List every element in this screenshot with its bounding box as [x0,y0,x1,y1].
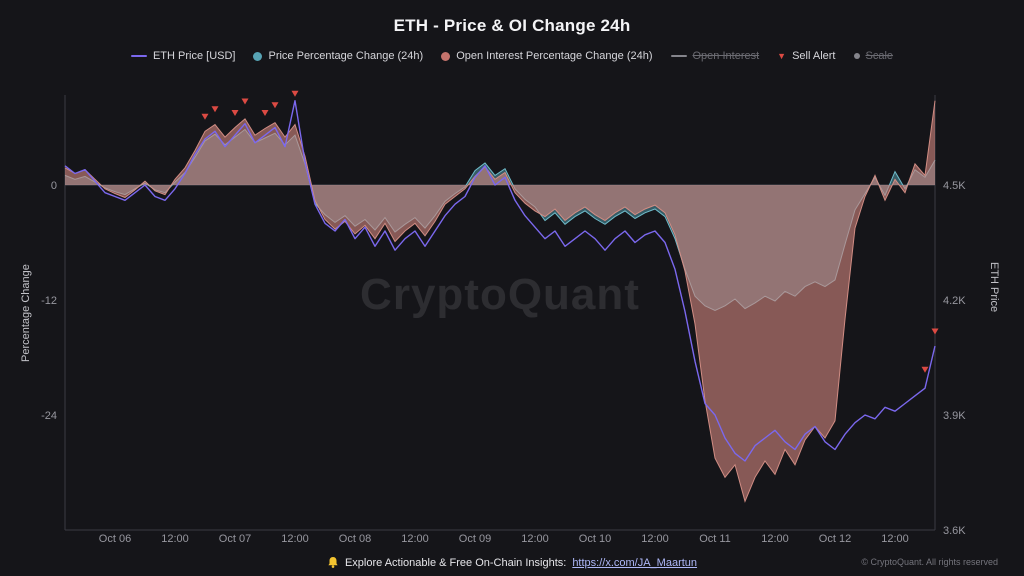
circle-swatch-icon [253,51,263,61]
legend-label: Open Interest Percentage Change (24h) [456,50,653,62]
svg-text:Oct 11: Oct 11 [699,533,731,545]
svg-text:4.2K: 4.2K [943,295,966,307]
legend-label: Scale [865,50,894,62]
legend-label: Price Percentage Change (24h) [268,50,424,62]
legend-item-eth-price[interactable]: ETH Price [USD] [130,50,236,62]
legend-label: ETH Price [USD] [152,50,236,62]
line-swatch-icon [130,55,147,57]
legend-item-oi-change[interactable]: Open Interest Percentage Change (24h) [441,50,653,62]
legend-label: Sell Alert [792,50,836,62]
svg-text:0: 0 [51,180,57,192]
svg-text:12:00: 12:00 [401,533,429,545]
price-oi-chart[interactable]: Oct 06 12:00 Oct 07 12:00 Oct 08 12:00 Oct 09 1… [0,78,1024,560]
svg-text:Oct 10: Oct 10 [579,533,611,545]
legend-item-scale[interactable]: Scale [853,50,894,62]
svg-text:12:00: 12:00 [281,533,309,545]
triangle-down-icon: ▼ [777,50,787,61]
svg-text:12:00: 12:00 [161,533,189,545]
legend: ETH Price [USD] Price Percentage Change … [0,50,1024,62]
legend-item-price-change[interactable]: Price Percentage Change (24h) [253,50,423,62]
legend-item-sell-alert[interactable]: ▼ Sell Alert [777,50,835,62]
svg-text:-24: -24 [41,410,57,422]
svg-text:Oct 08: Oct 08 [339,533,371,545]
copyright-notice: © CryptoQuant. All rights reserved [861,557,998,567]
dot-swatch-icon [853,53,860,59]
svg-text:4.5K: 4.5K [943,180,966,192]
svg-text:12:00: 12:00 [641,533,669,545]
page-title: ETH - Price & OI Change 24h [393,16,631,35]
legend-item-open-interest[interactable]: Open Interest [670,50,760,62]
svg-text:12:00: 12:00 [521,533,549,545]
svg-text:Oct 07: Oct 07 [219,533,251,545]
svg-text:Oct 09: Oct 09 [459,533,491,545]
footer-banner: Explore Actionable & Free On-Chain Insig… [0,556,1024,569]
svg-text:Oct 06: Oct 06 [99,533,131,545]
svg-text:3.9K: 3.9K [943,410,966,422]
footer-link[interactable]: https://x.com/JA_Maartun [572,556,698,569]
legend-label: Open Interest [692,50,760,62]
svg-text:Oct 12: Oct 12 [819,533,851,545]
svg-text:3.6K: 3.6K [943,525,966,537]
circle-swatch-icon [441,51,451,61]
line-swatch-icon [670,55,687,57]
bell-icon [327,556,339,569]
svg-text:12:00: 12:00 [881,533,909,545]
svg-text:-12: -12 [41,295,57,307]
footer-text: Explore Actionable & Free On-Chain Insig… [344,556,567,569]
svg-text:12:00: 12:00 [761,533,789,545]
